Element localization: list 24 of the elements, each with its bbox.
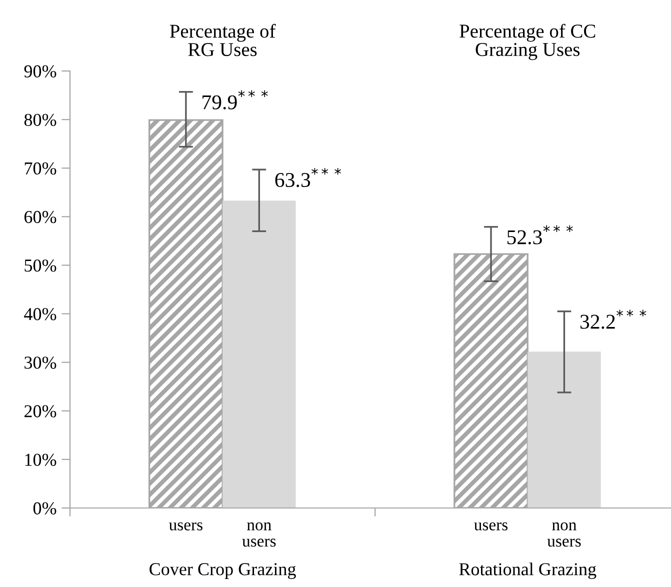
- data-label: 52.3$^{***}$: [507, 225, 573, 244]
- y-tick-label: 10%: [25, 454, 56, 466]
- data-label: 79.9$^{***}$: [202, 90, 268, 110]
- bar: [528, 352, 601, 508]
- text: non users: [547, 522, 581, 547]
- data-label: 63.3$^{***}$: [275, 168, 342, 188]
- x-tick-label: Cover Crop Grazing: [150, 563, 296, 579]
- y-tick-label: 50%: [24, 259, 56, 272]
- y-tick-label: 60%: [24, 210, 56, 224]
- y-tick-label: 20%: [24, 405, 56, 418]
- data-label: 32.2$^{***}$: [580, 310, 646, 329]
- bar: [222, 200, 296, 508]
- text: users: [474, 522, 508, 530]
- text: Percentage of CC Grazing Uses: [460, 24, 596, 60]
- series-label: users: [169, 522, 202, 530]
- y-tick-label: 30%: [24, 356, 56, 369]
- y-tick-label: 80%: [24, 114, 56, 126]
- series-label: non users: [242, 522, 276, 547]
- text: Percentage of RG Uses: [170, 24, 276, 56]
- y-tick-label: 90%: [24, 65, 56, 78]
- x-tick-label: Rotational Grazing: [459, 562, 596, 580]
- y-tick-label: 40%: [24, 308, 56, 320]
- y-tick-label: 0%: [33, 502, 56, 514]
- y-tick-label: 70%: [24, 162, 56, 175]
